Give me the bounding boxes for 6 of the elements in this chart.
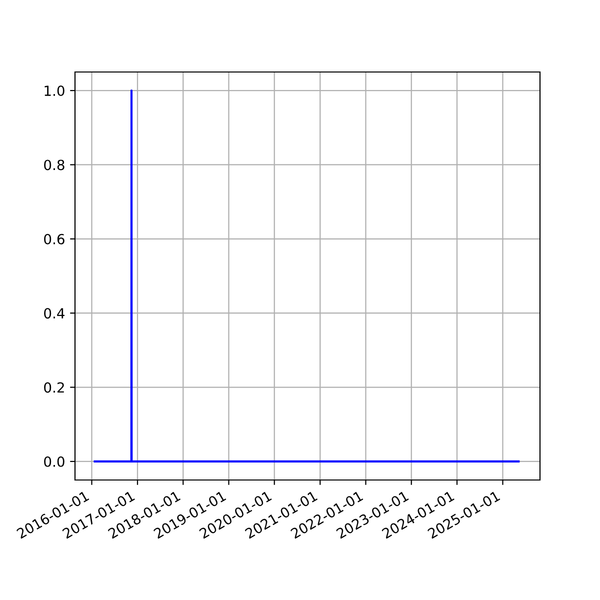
y-tick-label: 0.8 <box>44 160 64 170</box>
y-tick-label: 0.2 <box>44 382 64 393</box>
y-tick-label: 0.4 <box>44 308 64 319</box>
y-tick-label: 0.0 <box>44 456 64 467</box>
y-tick-label: 0.6 <box>44 234 64 244</box>
y-tick-label: 1.0 <box>44 86 64 96</box>
